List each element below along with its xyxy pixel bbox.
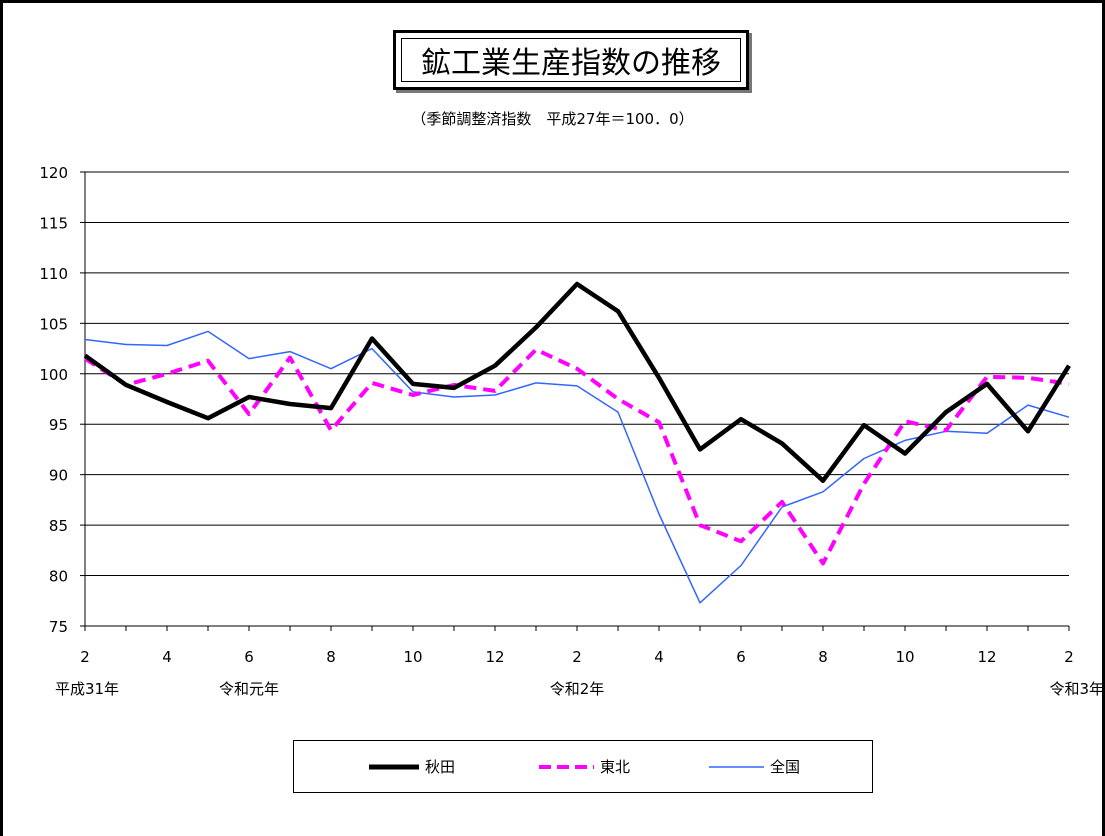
y-tick-label: 105	[39, 315, 68, 333]
series-line-akita	[83, 281, 1071, 483]
series-line-zenkoku	[84, 330, 1070, 604]
x-tick-label: 4	[162, 648, 172, 666]
y-tick-label: 120	[39, 164, 68, 182]
x-tick-label: 12	[485, 648, 504, 666]
x-tick-label: 10	[403, 648, 422, 666]
x-era-label: 令和元年	[219, 680, 279, 698]
x-era-label: 令和3年	[1049, 680, 1104, 698]
y-tick-label: 90	[49, 467, 68, 485]
x-tick-label: 6	[736, 648, 746, 666]
legend-label-tohoku: 東北	[600, 758, 631, 776]
axes	[80, 171, 1070, 631]
legend-swatch-tohoku	[539, 764, 594, 769]
legend-swatch-akita	[369, 764, 419, 769]
chart-title-box: 鉱工業生産指数の推移	[393, 30, 749, 90]
legend-item-zenkoku: 全国	[709, 741, 800, 792]
x-tick-label: 2	[1064, 648, 1074, 666]
x-era-label: 令和2年	[550, 680, 605, 698]
y-tick-label: 95	[49, 416, 68, 434]
x-tick-label: 8	[326, 648, 336, 666]
x-tick-label: 12	[977, 648, 996, 666]
legend-label-zenkoku: 全国	[770, 758, 801, 776]
legend-swatch-zenkoku	[709, 765, 764, 768]
x-tick-label: 2	[572, 648, 582, 666]
chart-subtitle: （季節調整済指数 平成27年＝100．0）	[411, 110, 694, 128]
series-line-tohoku	[83, 347, 1070, 566]
y-tick-label: 80	[49, 568, 68, 586]
x-era-label: 平成31年	[55, 680, 119, 698]
legend-item-akita: 秋田	[369, 741, 455, 792]
x-tick-label: 2	[80, 648, 90, 666]
x-tick-label: 8	[818, 648, 828, 666]
y-tick-label: 115	[39, 214, 68, 232]
x-tick-label: 4	[654, 648, 664, 666]
y-tick-label: 100	[39, 366, 68, 384]
y-tick-label: 110	[39, 265, 68, 283]
y-tick-labels: 75 80 85 90 95 100 105 110 115 120	[39, 164, 68, 636]
gridlines	[85, 171, 1069, 577]
y-tick-label: 75	[49, 618, 68, 636]
x-tick-label: 10	[895, 648, 914, 666]
x-tick-labels: 2 4 6 8 10 12 2 4 6 8 10 12 2 平成31年 令和元年 令和2年 令和3年	[55, 648, 1104, 698]
x-tick-label: 6	[244, 648, 254, 666]
series-lines	[83, 281, 1071, 604]
legend-item-tohoku: 東北	[539, 741, 630, 792]
y-tick-label: 85	[49, 517, 68, 535]
legend-label-akita: 秋田	[425, 758, 456, 776]
chart-title: 鉱工業生産指数の推移	[401, 38, 741, 82]
legend: 秋田 東北 全国	[293, 740, 873, 793]
